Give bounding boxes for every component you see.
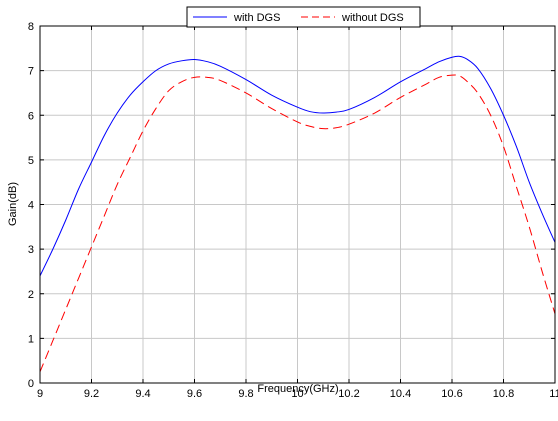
x-tick-label: 10 — [291, 388, 303, 400]
x-axis-label: Frequency(GHz) — [257, 383, 338, 395]
x-tick-labels: 9 9.2 9.4 9.6 9.8 10 10.2 10.4 10.6 10.8 11 — [37, 388, 558, 400]
tick-marks — [39, 25, 556, 384]
series-layer — [39, 55, 556, 373]
x-tick-label: 9.2 — [84, 388, 99, 400]
legend-label-without-dgs: without DGS — [341, 12, 404, 24]
x-tick-label: 9.4 — [135, 388, 150, 400]
y-axis-label: Gain(dB) — [7, 182, 19, 226]
y-tick-label: 6 — [28, 110, 34, 122]
x-tick-label: 10.4 — [390, 388, 411, 400]
y-tick-label: 7 — [28, 66, 34, 78]
x-tick-label: 9 — [37, 388, 43, 400]
x-tick-label: 9.8 — [238, 388, 253, 400]
x-tick-label: 10.8 — [493, 388, 514, 400]
x-tick-label: 10.6 — [441, 388, 462, 400]
legend-label-with-dgs: with DGS — [233, 12, 280, 24]
y-tick-label: 5 — [28, 155, 34, 167]
x-tick-label: 11 — [549, 388, 558, 400]
y-tick-labels: 0 1 2 3 4 5 6 7 8 — [28, 21, 34, 390]
y-tick-label: 4 — [28, 200, 34, 212]
y-tick-label: 1 — [28, 333, 34, 345]
x-tick-label: 10.2 — [338, 388, 359, 400]
y-tick-label: 8 — [28, 21, 34, 33]
y-tick-label: 0 — [28, 378, 34, 390]
y-tick-label: 2 — [28, 289, 34, 301]
series-line-with-dgs — [39, 55, 556, 277]
x-tick-label: 9.6 — [187, 388, 202, 400]
grid-lines — [40, 26, 555, 383]
legend: with DGS without DGS — [186, 6, 421, 28]
series-line-without-dgs — [39, 74, 556, 373]
y-tick-label: 3 — [28, 244, 34, 256]
